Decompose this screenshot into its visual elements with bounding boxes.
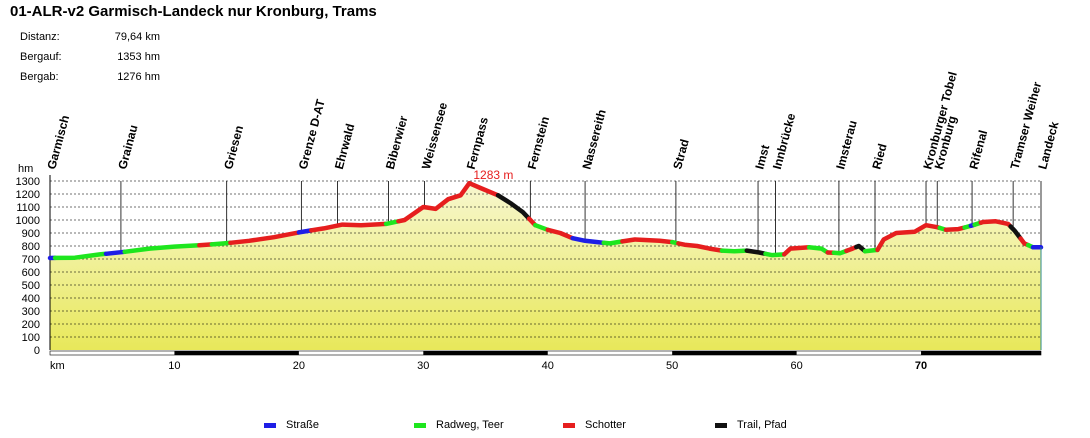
chart-title: 01-ALR-v2 Garmisch-Landeck nur Kronburg,…: [10, 3, 377, 20]
surface-segment: [52, 251, 109, 261]
waypoint-label: Weissensee: [419, 101, 450, 171]
km-scale-segment: [921, 351, 1041, 355]
legend-item: Radweg, Teer: [414, 419, 504, 431]
legend: Straße Radweg, Teer Schotter Trail, Pfad: [0, 418, 1090, 434]
legend-label: Schotter: [585, 419, 626, 431]
ascent-label: Bergauf:: [20, 51, 62, 63]
surface-segment: [875, 222, 942, 253]
y-tick-label: 100: [22, 332, 40, 344]
waypoint-label: Innbrücke: [770, 111, 798, 170]
waypoint-label: Fernpass: [464, 115, 491, 170]
legend-label: Radweg, Teer: [436, 419, 504, 431]
x-tick-label: 10: [168, 360, 180, 372]
y-tick-label: 300: [22, 306, 40, 318]
x-axis-label: km: [50, 360, 65, 372]
y-tick-label: 400: [22, 293, 40, 305]
waypoint-label: Grainau: [115, 123, 140, 170]
surface-segment: [806, 245, 830, 255]
surface-segment: [1008, 224, 1023, 241]
surface-segment: [103, 249, 127, 257]
surface-segment: [209, 240, 233, 247]
waypoint-label: Strad: [670, 138, 691, 171]
surface-segment: [763, 251, 787, 258]
y-axis-label: hm: [18, 163, 33, 175]
y-tick-label: 600: [22, 267, 40, 279]
waypoint-label: Rifenal: [966, 129, 990, 171]
surface-segment: [943, 225, 967, 233]
waypoint-label: Ehrwald: [332, 122, 358, 171]
surface-segment: [781, 245, 812, 257]
surface-segment: [601, 239, 625, 246]
legend-label: Straße: [286, 419, 320, 431]
distance-label: Distanz:: [20, 31, 60, 43]
waypoint-label: Garmisch: [44, 114, 72, 171]
surface-segment: [719, 248, 750, 254]
elevation-profile-chart: 0100200300400500600700800900100011001200…: [16, 70, 1062, 372]
legend-item: Trail, Pfad: [715, 419, 787, 431]
surface-segment: [495, 193, 532, 221]
legend-swatch: [414, 422, 426, 428]
y-tick-label: 200: [22, 319, 40, 331]
ascent-value: 1353 hm: [117, 51, 160, 63]
x-tick-label: 70: [915, 360, 927, 372]
km-scale-segment: [174, 351, 299, 355]
distance-value: 79,64 km: [114, 31, 160, 43]
waypoint-label: Ried: [869, 142, 889, 171]
legend-swatch: [563, 422, 575, 428]
x-tick-label: 20: [293, 360, 305, 372]
elevation-area: [50, 183, 1041, 350]
legend-swatch: [715, 422, 727, 428]
legend-item: Straße: [264, 419, 319, 431]
legend-item: Schotter: [563, 419, 626, 431]
surface-segment: [396, 180, 501, 224]
y-tick-label: 1300: [16, 176, 40, 188]
descent-label: Bergab:: [20, 71, 59, 83]
surface-segment: [309, 221, 389, 233]
waypoint-label: Fernstein: [525, 115, 553, 171]
descent-value: 1276 hm: [117, 71, 160, 83]
y-tick-label: 500: [22, 280, 40, 292]
km-scale-segment: [672, 351, 797, 355]
waypoint-label: Griesen: [221, 124, 246, 171]
y-tick-label: 800: [22, 241, 40, 253]
y-tick-label: 0: [34, 345, 40, 357]
waypoint-label: Nassereith: [579, 108, 608, 171]
peak-annotation: 1283 m: [473, 168, 513, 182]
legend-label: Trail, Pfad: [737, 419, 787, 431]
x-tick-label: 60: [790, 360, 802, 372]
y-tick-label: 900: [22, 228, 40, 240]
surface-segment: [620, 237, 675, 245]
waypoint-label: Imsterau: [833, 119, 859, 171]
surface-segment: [122, 243, 202, 255]
legend-swatch: [264, 422, 276, 428]
km-scale-segment: [423, 351, 548, 355]
surface-segment: [570, 235, 606, 246]
waypoint-label: Biberwier: [383, 114, 411, 171]
surface-segment: [676, 241, 725, 253]
x-tick-label: 30: [417, 360, 429, 372]
y-tick-label: 1200: [16, 189, 40, 201]
waypoint-label: Landeck: [1035, 120, 1061, 171]
y-tick-label: 1000: [16, 215, 40, 227]
y-tick-label: 700: [22, 254, 40, 266]
surface-segment: [978, 219, 1013, 229]
surface-segment: [854, 243, 868, 254]
surface-segment: [545, 227, 575, 241]
x-tick-label: 40: [542, 360, 554, 372]
surface-segment: [228, 230, 302, 246]
y-tick-label: 1100: [16, 202, 40, 214]
waypoint-label: Grenze D-AT: [296, 97, 328, 171]
x-tick-label: 50: [666, 360, 678, 372]
waypoint-label: Imst: [752, 143, 772, 170]
